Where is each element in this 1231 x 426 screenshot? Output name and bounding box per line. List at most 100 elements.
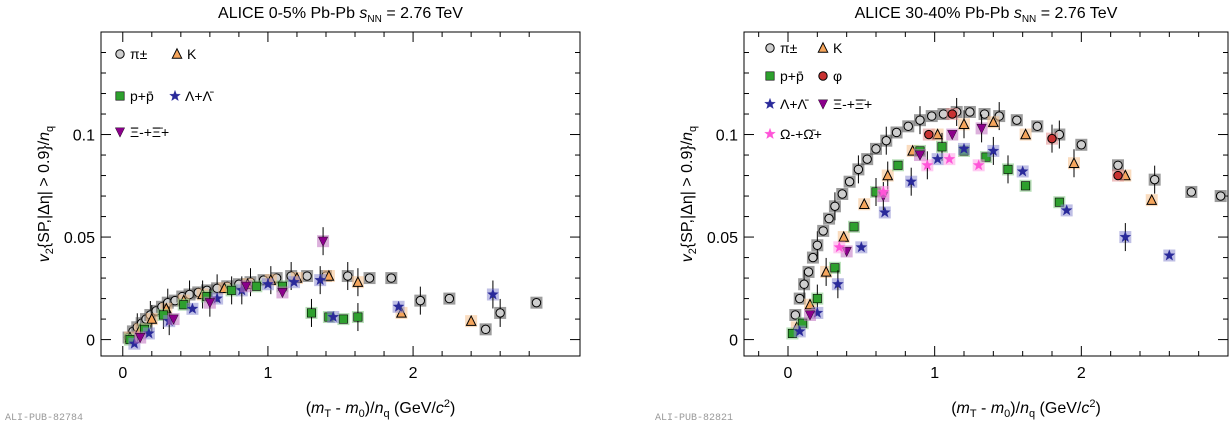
data-point (790, 310, 801, 320)
legend-marker (764, 127, 776, 139)
data-point (186, 302, 199, 314)
plot-frame (743, 31, 1229, 357)
legend-marker (765, 71, 775, 81)
data-point (318, 236, 329, 247)
data-point (914, 150, 926, 161)
data-point (838, 230, 850, 242)
data-point (882, 169, 894, 181)
y-axis-label: v2{SP,|Δη| > 0.9}/nq (679, 126, 699, 262)
data-point (465, 314, 477, 326)
data-point (1186, 187, 1197, 197)
data-point (903, 121, 913, 132)
legend-marker (171, 47, 183, 59)
data-point (1054, 197, 1064, 207)
series-4 (793, 136, 1176, 338)
legend-label: Ξ-+Ξ̄+ (130, 124, 169, 140)
data-point (924, 129, 934, 140)
data-point (338, 314, 348, 324)
data-point (1016, 165, 1029, 177)
data-point (915, 115, 925, 125)
data-point (943, 152, 956, 165)
x-tick-label: 0 (118, 365, 127, 382)
data-point (893, 160, 903, 170)
data-point (392, 300, 405, 312)
data-point (227, 285, 237, 295)
data-point (947, 130, 958, 141)
data-point (937, 142, 947, 152)
y-axis-label: v2{SP,|Δη| > 0.9}/nq (36, 126, 56, 262)
data-point (352, 275, 364, 287)
data-point (1119, 230, 1132, 243)
right-chart: ALICE 30-40% Pb-Pb sNN = 2.76 TeV 0 0.05 0.… (655, 5, 1229, 424)
data-point (353, 312, 363, 322)
data-point (1149, 174, 1160, 185)
data-point (820, 265, 832, 277)
data-point (1003, 164, 1013, 174)
data-point (958, 117, 970, 129)
data-point (862, 154, 872, 164)
data-point (487, 288, 499, 300)
y-tick-label: 0 (86, 333, 95, 350)
data-point (818, 226, 828, 236)
series-3 (922, 108, 1124, 182)
data-point (803, 267, 814, 277)
data-point (824, 213, 834, 224)
data-point (1068, 156, 1080, 168)
legend: π± Kp+p̄ Λ+Λ̄ Ξ-+Ξ̄+ (114, 46, 214, 140)
data-point (831, 278, 844, 290)
legend-marker (818, 71, 828, 81)
legend-marker (169, 89, 181, 101)
data-point (878, 206, 891, 218)
data-point (1163, 249, 1176, 261)
data-point (927, 111, 937, 121)
data-point (1060, 204, 1073, 216)
data-point (241, 281, 252, 292)
watermark: ALI-PUB-82784 (5, 413, 83, 424)
data-point (168, 314, 179, 325)
data-point (386, 273, 397, 283)
x-axis-label: (mT - m0)/nq (GeV/c2) (306, 398, 456, 420)
data-point (343, 271, 353, 281)
data-point (288, 276, 300, 288)
x-tick-label: 0 (784, 365, 793, 382)
data-point (204, 298, 215, 309)
data-point (976, 123, 987, 135)
data-point (877, 185, 890, 197)
data-point (931, 152, 944, 165)
legend-label: Ω-+Ω̄+ (780, 126, 822, 142)
data-point (871, 144, 881, 154)
data-point (1032, 121, 1043, 132)
data-point (981, 152, 991, 162)
plot-frame (100, 31, 581, 357)
data-point (251, 281, 261, 291)
y-tick-label: 0 (729, 333, 738, 350)
data-point (146, 312, 158, 324)
data-point (844, 176, 855, 187)
data-point (804, 310, 816, 321)
data-point (905, 175, 918, 187)
data-point (858, 197, 870, 209)
data-point (1113, 170, 1123, 181)
data-point (853, 164, 864, 175)
series-4 (134, 227, 330, 344)
data-point (793, 325, 806, 337)
watermark: ALI-PUB-82821 (655, 413, 733, 424)
data-point (480, 324, 491, 335)
data-point (987, 115, 999, 127)
y-tick-label: 0.05 (707, 230, 738, 247)
x-tick-label: 2 (1077, 365, 1086, 382)
data-point (849, 222, 859, 232)
legend-marker (817, 99, 829, 110)
data-point (808, 252, 818, 263)
data-point (799, 279, 809, 289)
data-point (972, 159, 985, 171)
data-point (314, 273, 327, 286)
data-point (987, 144, 1000, 156)
data-point (364, 273, 375, 283)
legend-marker (115, 91, 125, 101)
legend: π± Kp+p̄ φ Λ+Λ̄ Ξ-+Ξ̄+ Ω-+Ω̄+ (764, 40, 872, 142)
x-tick-label: 1 (263, 365, 272, 382)
data-point (947, 109, 957, 119)
y-tick-label: 0.05 (64, 230, 95, 247)
data-point (1021, 181, 1031, 191)
